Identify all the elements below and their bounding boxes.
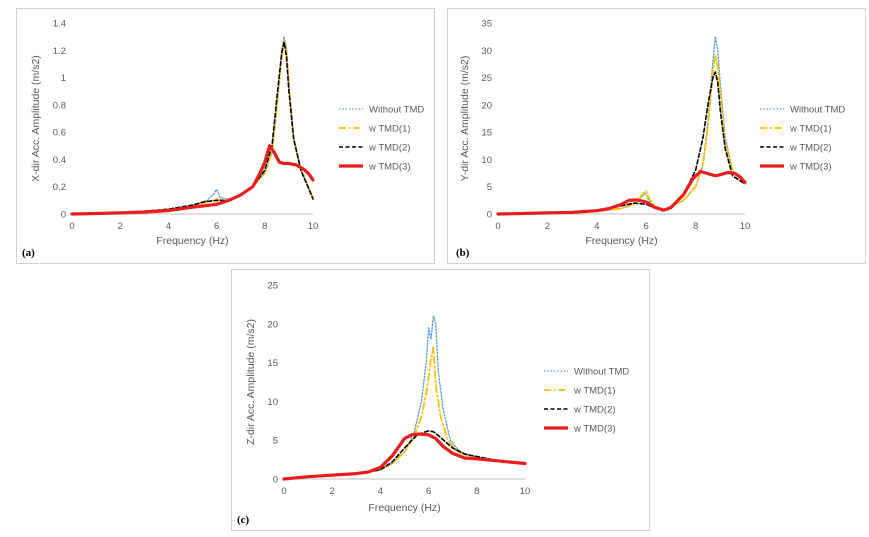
x-tick-label: 0 (69, 221, 74, 232)
series-line-2 (497, 54, 746, 215)
x-tick-label: 6 (426, 486, 431, 497)
panel-label: (a) (22, 247, 35, 259)
y-tick-label: 20 (267, 319, 278, 330)
y-tick-label: 0 (273, 475, 278, 486)
legend-label-2: w TMD(1) (368, 124, 411, 135)
y-tick-label: 30 (481, 46, 492, 57)
x-tick-label: 4 (594, 221, 599, 232)
x-tick-label: 4 (166, 221, 171, 232)
x-tick-label: 2 (118, 221, 123, 232)
x-tick-label: 10 (520, 486, 531, 497)
x-tick-label: 10 (740, 221, 751, 232)
legend-label-1: Without TMD (574, 367, 629, 378)
y-tick-label: 0.2 (53, 182, 66, 193)
y-tick-label: 25 (481, 73, 492, 84)
legend-label-4: w TMD(3) (789, 162, 832, 173)
legend-label-1: Without TMD (790, 105, 845, 116)
series-line-4 (496, 169, 747, 216)
y-tick-label: 5 (273, 436, 278, 447)
y-axis-title: Y-dir Acc. Amplitude (m/s2) (459, 56, 471, 182)
x-axis-title: Frequency (Hz) (585, 235, 657, 247)
x-tick-label: 6 (214, 221, 219, 232)
y-tick-label: 15 (267, 358, 278, 369)
chart-panel-z: 0 5 10 15 20 25 0 2 4 6 8 10 Frequency (Hz) Z-dir Acc… (231, 269, 650, 531)
y-tick-label: 0.6 (53, 128, 66, 139)
y-tick-label: 0 (487, 210, 492, 221)
series-line-4 (282, 432, 527, 481)
x-tick-label: 8 (474, 486, 479, 497)
x-tick-label: 4 (378, 486, 383, 497)
series-line-2 (71, 39, 314, 215)
y-tick-label: 10 (481, 155, 492, 166)
legend-label-3: w TMD(2) (368, 143, 411, 154)
y-tick-label: 0.4 (53, 155, 66, 166)
chart-panel-y: 0 5 10 15 20 25 30 35 0 2 4 6 8 10 Frequency (Hz) Y-dir… (447, 8, 866, 264)
legend-label-3: w TMD(2) (573, 405, 616, 416)
y-tick-label: 0.8 (53, 100, 66, 111)
x-tick-label: 2 (330, 486, 335, 497)
legend-label-3: w TMD(2) (789, 143, 832, 154)
series-line-3 (497, 71, 746, 215)
y-axis-title: X-dir Acc. Amplitude (m/s2) (30, 55, 42, 182)
y-tick-label: 0 (61, 210, 66, 221)
series-line-1 (283, 315, 526, 480)
legend-label-4: w TMD(3) (368, 162, 411, 173)
y-tick-label: 1.4 (53, 19, 66, 30)
legend-label-2: w TMD(1) (573, 386, 616, 397)
chart-panel-x: 0 0.2 0.4 0.6 0.8 1 1.2 1.4 0 2 4 6 8 10 Frequency (Hz… (16, 8, 435, 264)
x-tick-label: 10 (308, 221, 319, 232)
y-tick-label: 25 (267, 281, 278, 292)
series-line-4 (70, 144, 315, 216)
legend-label-1: Without TMD (369, 105, 424, 116)
series-line-1 (71, 35, 314, 215)
y-tick-label: 35 (481, 19, 492, 30)
y-tick-label: 15 (481, 128, 492, 139)
y-tick-label: 20 (481, 100, 492, 111)
x-tick-label: 0 (495, 221, 500, 232)
x-axis-title: Frequency (Hz) (368, 502, 440, 514)
x-tick-label: 0 (281, 486, 286, 497)
chart-z-dir: 0 5 10 15 20 25 0 2 4 6 8 10 Frequency (Hz) Z-dir Acc… (245, 281, 629, 515)
legend-label-4: w TMD(3) (573, 424, 616, 435)
y-tick-label: 1.2 (53, 46, 66, 57)
x-tick-label: 8 (693, 221, 698, 232)
panel-label: (b) (456, 247, 470, 259)
x-tick-label: 6 (644, 221, 649, 232)
panel-label: (c) (237, 514, 250, 526)
chart-x-dir: 0 0.2 0.4 0.6 0.8 1 1.2 1.4 0 2 4 6 8 10 Frequency (Hz… (30, 19, 424, 248)
x-tick-label: 8 (262, 221, 267, 232)
legend-label-2: w TMD(1) (789, 124, 832, 135)
x-axis-title: Frequency (Hz) (156, 235, 228, 247)
chart-y-dir: 0 5 10 15 20 25 30 35 0 2 4 6 8 10 Frequency (Hz) Y-dir… (459, 19, 845, 248)
y-axis-title: Z-dir Acc. Amplitude (m/s2) (245, 319, 257, 445)
y-tick-label: 1 (61, 73, 66, 84)
y-tick-label: 10 (267, 397, 278, 408)
y-tick-label: 5 (487, 182, 492, 193)
x-tick-label: 2 (545, 221, 550, 232)
series-line-3 (71, 41, 314, 215)
